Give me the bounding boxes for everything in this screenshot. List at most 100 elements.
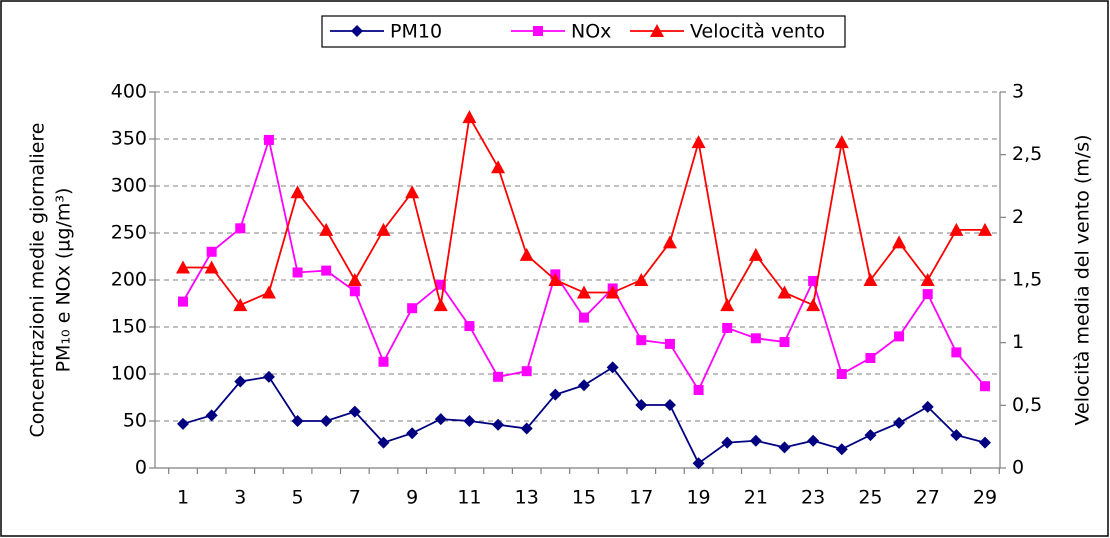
x-tick-label: 27 [916,487,940,509]
data-point [748,247,763,261]
data-point [692,457,705,470]
legend-marker [650,24,664,37]
data-point [691,135,706,149]
data-point [521,366,532,377]
data-point [548,273,563,286]
data-point [922,289,933,300]
x-tick-label: 5 [292,487,304,509]
data-point [836,369,847,379]
data-point [320,415,333,427]
data-point [433,298,448,312]
legend-label: PM10 [390,21,442,43]
data-point [435,279,446,290]
x-tick-label: 17 [629,487,653,509]
data-point [950,429,963,442]
data-point [549,388,562,401]
data-point [979,436,991,449]
data-point [291,415,304,427]
data-point [579,312,589,323]
data-point [577,285,591,299]
data-point [321,265,332,276]
y2-axis-title: Velocità media del vento (m/s) [1072,135,1094,426]
data-point [176,260,190,274]
data-point [605,285,620,299]
data-point [807,434,820,447]
x-tick-label: 1 [177,487,189,509]
data-point [292,267,303,278]
data-point [205,409,218,422]
data-point [491,160,506,174]
data-point [636,335,647,346]
data-point [204,260,219,274]
legend-label: Velocità vento [690,21,825,43]
data-point [808,275,819,286]
x-tick-label: 25 [858,487,882,509]
y2-tick-label: 0 [1012,457,1024,479]
data-point [892,235,907,249]
data-point [778,441,791,454]
data-point [606,361,619,374]
data-point [464,321,475,332]
y2-tick-label: 2 [1012,206,1024,228]
data-point [319,222,334,236]
data-point [722,322,733,333]
y-tick-label: 150 [111,316,147,338]
y-tick-label: 400 [111,81,147,103]
data-point [349,286,360,297]
x-tick-label: 7 [349,487,361,509]
data-point [178,296,188,307]
data-point [949,222,964,236]
data-point [980,381,990,392]
data-point [779,337,790,348]
data-point [493,371,504,382]
data-point [234,375,247,388]
data-point [463,415,476,427]
data-point [693,384,704,395]
data-point [263,134,274,145]
y-tick-label: 300 [111,175,147,197]
data-point [863,273,878,286]
data-point [434,413,447,426]
data-point [492,418,505,431]
data-point [262,370,275,383]
data-point [634,273,649,286]
y-tick-label: 200 [111,269,147,291]
data-point [951,347,962,358]
x-tick-label: 3 [234,487,246,509]
y2-tick-label: 1 [1012,331,1024,353]
x-tick-label: 21 [744,487,768,509]
y-tick-label: 0 [135,457,147,479]
data-point [865,353,876,364]
x-tick-label: 9 [406,487,418,509]
data-point [233,298,248,312]
data-point [377,436,390,449]
data-point [635,399,648,412]
data-point [920,273,935,286]
data-point [663,399,676,412]
data-point [520,422,533,435]
legend-box [321,15,846,48]
y-tick-label: 250 [111,222,147,244]
data-point [720,298,735,312]
data-point [777,285,792,299]
data-point [835,443,848,456]
data-point [921,400,934,413]
data-point [406,427,419,440]
data-point [348,405,361,418]
y-axis-title: Concentrazioni medie giornaliere [27,123,49,438]
y-axis-title: PM₁₀ e NOx (µg/m³) [53,188,75,373]
x-tick-label: 15 [572,487,596,509]
data-point [894,331,905,342]
x-tick-label: 29 [973,487,997,509]
data-point [721,436,734,449]
y2-tick-label: 2,5 [1012,143,1042,165]
data-point [177,417,189,430]
x-tick-label: 11 [457,487,481,509]
y-tick-label: 350 [111,128,147,150]
data-point [376,222,391,236]
x-tick-label: 23 [801,487,825,509]
y-tick-label: 100 [111,363,147,385]
legend-marker [533,26,543,36]
data-point [405,185,420,199]
